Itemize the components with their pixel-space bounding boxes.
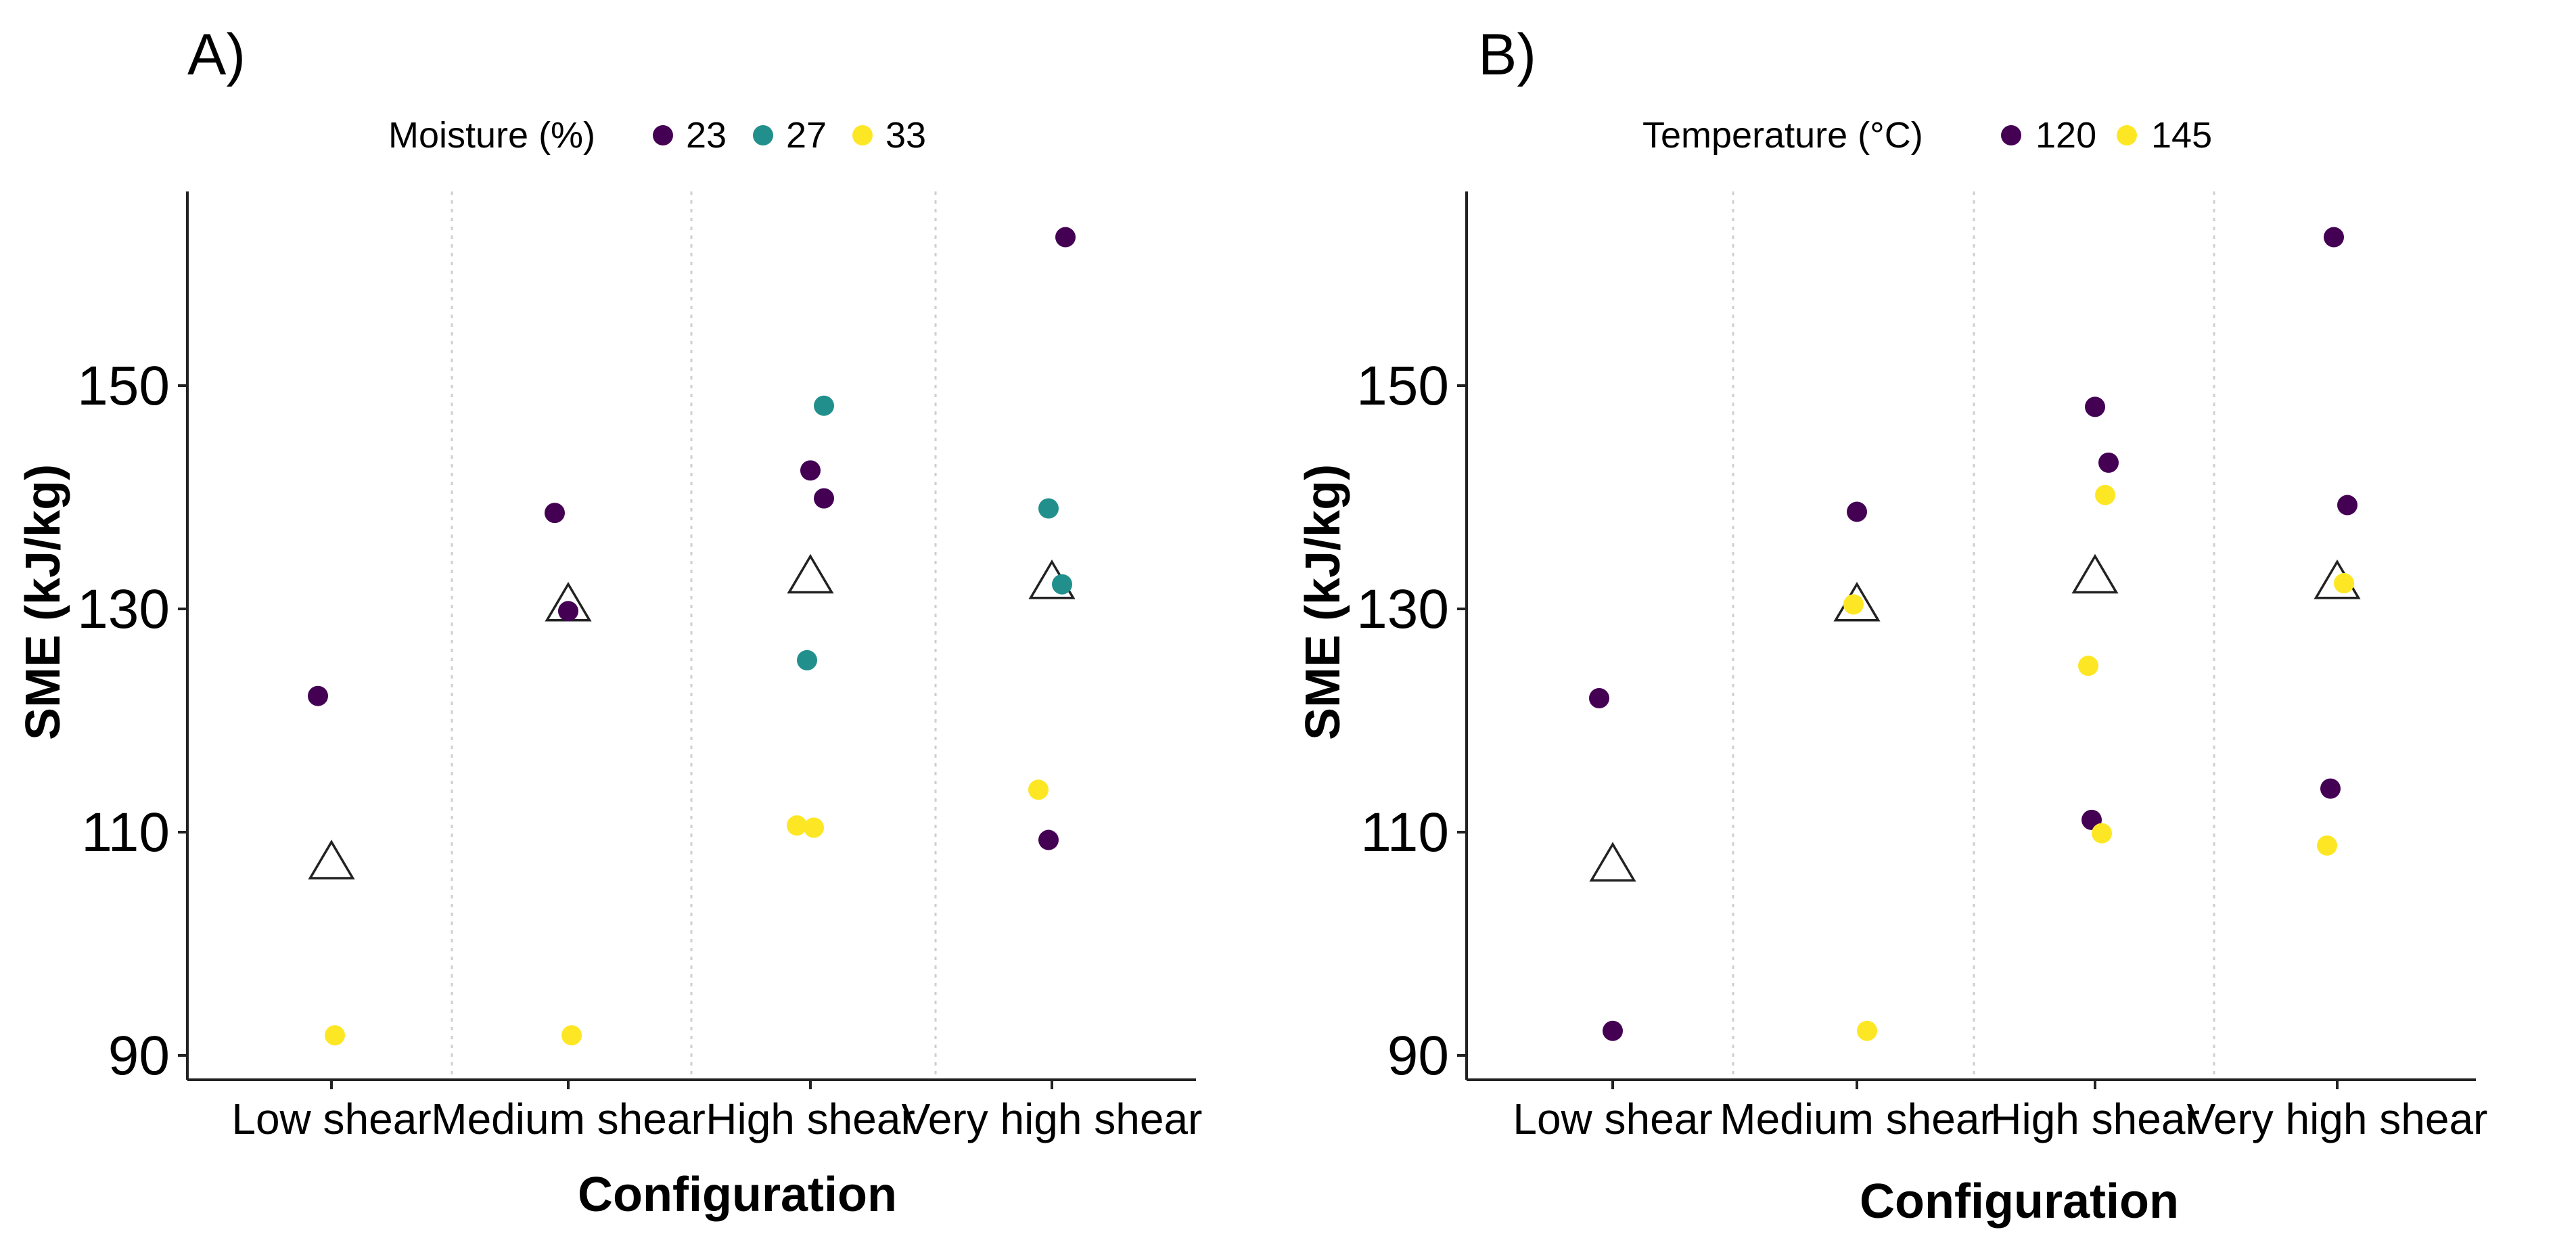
point-33 [787, 815, 807, 836]
point-120 [1847, 501, 1867, 522]
point-23 [814, 488, 834, 509]
y-axis-title: SME (kJ/kg) [16, 464, 70, 740]
legend-swatch-27 [753, 125, 773, 145]
y-tick-label: 90 [1387, 1025, 1449, 1087]
x-tick-label: Very high shear [902, 1095, 1203, 1143]
legend-title: Temperature (°C) [1642, 115, 1923, 156]
x-tick-label: Low shear [231, 1095, 431, 1143]
point-120 [2324, 227, 2344, 248]
x-tick-label: Medium shear [1720, 1095, 1994, 1143]
legend-swatch-33 [852, 125, 873, 145]
point-27 [1038, 498, 1059, 519]
panel-label: B) [1478, 22, 1536, 87]
mean-triangle-marker [787, 553, 834, 594]
x-tick-label: Low shear [1513, 1095, 1712, 1143]
x-axis-title: Configuration [578, 1168, 897, 1222]
point-23 [308, 685, 328, 706]
point-120 [2337, 495, 2358, 516]
point-33 [804, 817, 824, 838]
mean-triangle-marker [308, 840, 355, 880]
point-27 [814, 395, 834, 416]
point-33 [1028, 779, 1049, 800]
point-145 [1843, 594, 1864, 615]
point-23 [545, 503, 565, 524]
panel-label: A) [187, 22, 246, 87]
legend-swatch-23 [653, 125, 673, 145]
x-tick-label: Very high shear [2187, 1095, 2488, 1143]
y-tick-label: 130 [1356, 578, 1449, 640]
legend-label-145: 145 [2151, 115, 2212, 156]
mean-triangle-marker [1589, 842, 1636, 882]
legend-label-33: 33 [886, 115, 926, 156]
point-23 [800, 460, 821, 481]
legend-label-23: 23 [686, 115, 727, 156]
point-23 [1055, 227, 1076, 248]
x-axis-title: Configuration [1860, 1174, 2179, 1229]
point-23 [558, 601, 578, 622]
point-27 [1052, 574, 1072, 595]
mean-triangle-marker [2071, 553, 2119, 594]
point-120 [2320, 778, 2341, 799]
y-tick-label: 90 [108, 1025, 170, 1087]
point-120 [2098, 452, 2119, 473]
legend-title: Moisture (%) [388, 115, 595, 156]
legend-label-27: 27 [786, 115, 827, 156]
y-tick-label: 150 [1356, 355, 1449, 417]
point-120 [1603, 1020, 1623, 1041]
legend-swatch-120 [2001, 125, 2021, 145]
point-145 [2092, 823, 2112, 844]
y-tick-label: 150 [77, 355, 170, 417]
y-tick-label: 110 [81, 802, 170, 863]
point-33 [561, 1025, 582, 1046]
panel-a: A) Moisture (%) 23 27 33 90 110 130 150 Low shear… [16, 22, 1202, 1222]
legend-label-120: 120 [2036, 115, 2096, 156]
y-axis-title: SME (kJ/kg) [1296, 464, 1350, 740]
legend-swatch-145 [2117, 125, 2137, 145]
point-145 [1857, 1020, 1877, 1041]
point-145 [2078, 656, 2098, 677]
legend: Temperature (°C) 120 145 [1642, 115, 2212, 156]
point-27 [797, 649, 817, 670]
y-tick-label: 130 [77, 578, 170, 640]
y-tick-label: 110 [1360, 802, 1449, 863]
x-tick-label: High shear [706, 1095, 915, 1143]
legend: Moisture (%) 23 27 33 [388, 115, 926, 156]
point-33 [325, 1025, 345, 1046]
point-23 [1038, 829, 1059, 850]
point-145 [2095, 484, 2115, 505]
point-120 [2085, 396, 2105, 417]
point-145 [2334, 573, 2354, 594]
x-tick-label: High shear [1990, 1095, 2200, 1143]
point-120 [1589, 688, 1609, 708]
panel-b: B) Temperature (°C) 120 145 90 110 130 150 Low s… [1296, 22, 2487, 1229]
x-tick-label: Medium shear [431, 1095, 706, 1143]
point-145 [2317, 835, 2337, 856]
